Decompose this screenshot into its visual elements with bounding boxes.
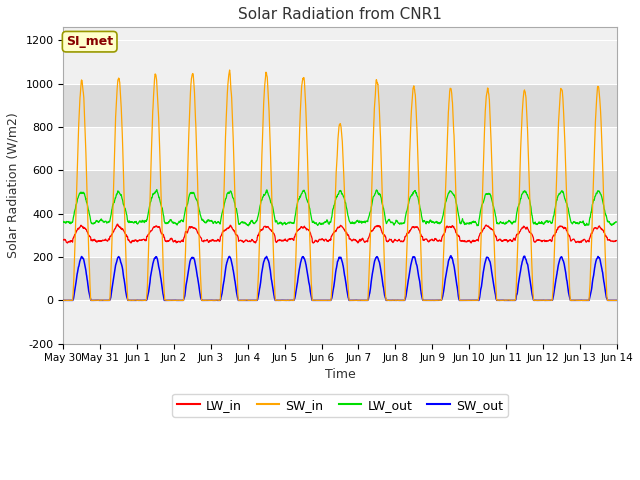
LW_out [153,187,161,192]
SW_out [447,253,454,259]
LW_out [356,219,364,225]
Title: Solar Radiation from CNR1: Solar Radiation from CNR1 [238,7,442,22]
SW_in [226,67,234,73]
SW_out [214,298,221,303]
LW_in [114,221,122,227]
Bar [63,40,617,84]
Text: SI_met: SI_met [66,35,113,48]
SW_out [579,298,587,303]
LW_in [356,237,364,243]
LW_out [580,219,588,225]
SW_in [368,177,376,183]
LW_out [60,219,67,225]
X-axis label: Time: Time [324,368,355,381]
LW_out [473,223,481,228]
LW_in [214,237,221,242]
SW_out [368,274,376,280]
SW_in [214,297,221,303]
SW_in [564,230,572,236]
LW_in [369,228,376,233]
Bar [63,214,617,257]
LW_out [612,219,620,225]
LW_out [501,221,509,227]
Bar [63,127,617,170]
Bar [63,300,617,344]
SW_in [356,298,364,303]
SW_out [564,284,572,289]
LW_in [564,231,572,237]
Bar [63,257,617,300]
Bar [63,84,617,127]
LW_in [501,237,509,243]
LW_in [612,238,620,243]
SW_in [501,297,509,303]
SW_out [501,298,509,303]
SW_out [612,298,620,303]
Line: LW_out: LW_out [63,190,616,226]
Y-axis label: Solar Radiation (W/m2): Solar Radiation (W/m2) [7,113,20,258]
LW_out [368,200,376,206]
Line: SW_out: SW_out [63,256,616,300]
SW_in [579,297,587,303]
LW_out [564,205,572,211]
Bar [63,170,617,214]
Line: SW_in: SW_in [63,70,616,300]
SW_out [356,298,364,303]
SW_out [60,298,67,303]
LW_out [214,219,221,225]
LW_in [60,237,67,243]
Line: LW_in: LW_in [63,224,616,243]
LW_in [580,237,588,242]
SW_in [60,298,67,303]
SW_in [612,298,620,303]
Legend: LW_in, SW_in, LW_out, SW_out: LW_in, SW_in, LW_out, SW_out [172,394,508,417]
LW_in [309,240,317,246]
